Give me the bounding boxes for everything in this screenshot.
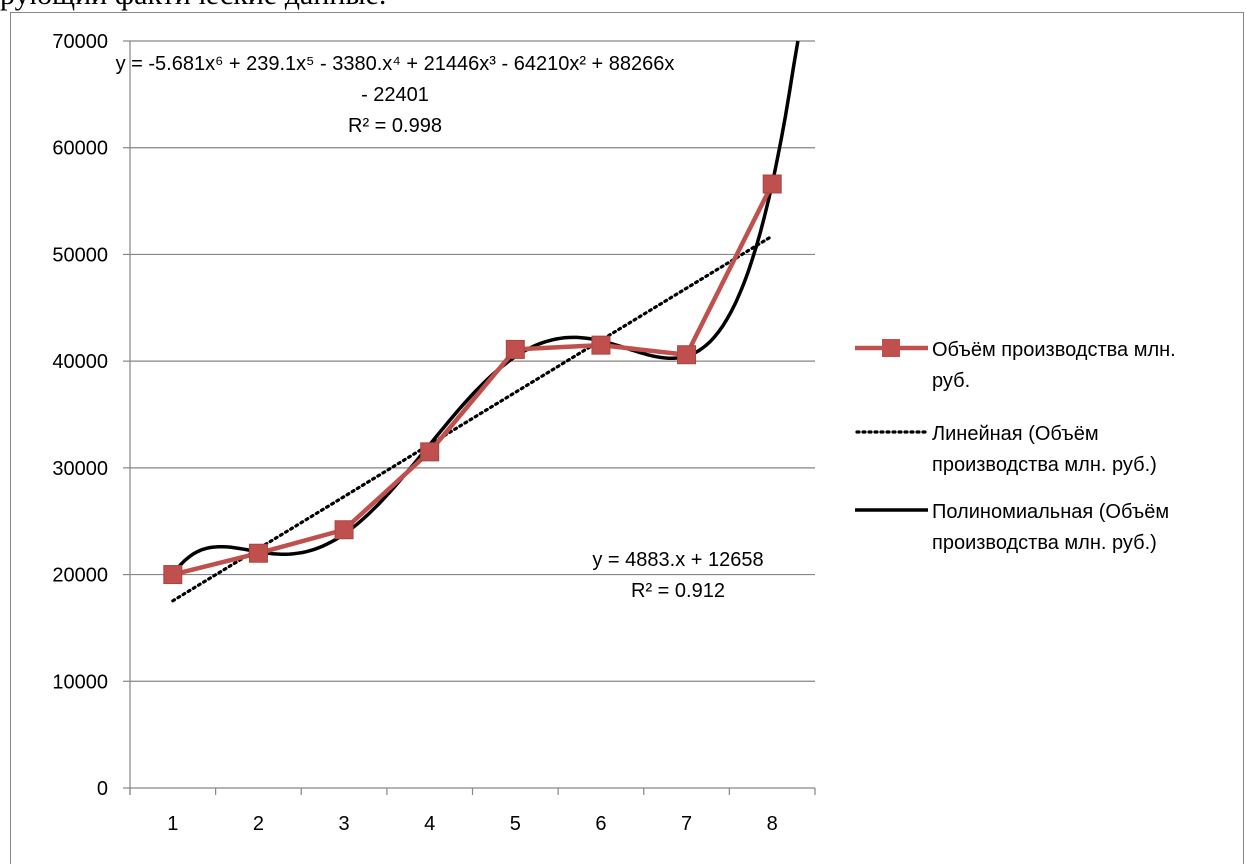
legend: Объём производства млн. руб. Линейная (Объ… [855, 339, 1176, 554]
legend-poly-label-2: производства млн. руб.) [932, 532, 1157, 554]
x-tick-label-6: 6 [595, 813, 606, 835]
series-line [172, 182, 775, 577]
x-tick-label-2: 2 [253, 813, 264, 835]
y-tick-label-20000: 20000 [52, 565, 108, 587]
x-tick-label-8: 8 [767, 813, 778, 835]
linear-r2: R² = 0.912 [631, 580, 725, 602]
legend-linear-label-1: Линейная (Объём [932, 423, 1099, 445]
data-point-6 [591, 335, 611, 355]
data-point-4 [420, 442, 440, 462]
poly-equation-line-2: - 22401 [361, 84, 429, 106]
poly-r2: R² = 0.998 [348, 115, 442, 137]
grid-layer [130, 40, 815, 682]
legend-linear-label-2: производства млн. руб.) [932, 454, 1157, 476]
linear-equation: y = 4883.x + 12658 [592, 549, 763, 571]
x-tick-label-1: 1 [167, 813, 178, 835]
x-tick-label-4: 4 [424, 813, 435, 835]
axis-layer: 0 10000 20000 30000 40000 50000 60000 70000 1 2 3 4… [52, 31, 816, 835]
chart-frame [10, 12, 1244, 864]
y-tick-label-60000: 60000 [52, 138, 108, 160]
series-layer [163, 40, 800, 603]
y-tick-label-50000: 50000 [52, 244, 108, 266]
data-point-2 [248, 543, 268, 563]
data-point-8 [762, 174, 782, 194]
legend-series-marker [882, 339, 900, 357]
y-tick-label-0: 0 [97, 778, 108, 800]
poly-equation-line-1: y = -5.681x⁶ + 239.1x⁵ - 3380.x⁴ + 21446… [116, 53, 675, 75]
y-tick-label-70000: 70000 [52, 31, 108, 53]
data-point-1 [163, 565, 183, 585]
x-tick-label-3: 3 [339, 813, 350, 835]
legend-series-label-1: Объём производства млн. [932, 339, 1176, 361]
x-tick-label-7: 7 [681, 813, 692, 835]
page-text-fragment: рующий фактические данные. [0, 0, 386, 12]
y-tick-label-40000: 40000 [52, 351, 108, 373]
y-tick-label-30000: 30000 [52, 458, 108, 480]
linear-trendline [171, 234, 774, 603]
y-tick-label-10000: 10000 [52, 671, 108, 693]
legend-series-label-2: руб. [932, 370, 970, 392]
data-point-5 [505, 339, 525, 359]
data-point-7 [677, 345, 697, 365]
label-layer: y = -5.681x⁶ + 239.1x⁵ - 3380.x⁴ + 21446… [116, 53, 764, 602]
data-point-3 [334, 520, 354, 540]
polynomial-trendline [171, 40, 800, 576]
x-tick-label-5: 5 [510, 813, 521, 835]
legend-poly-label-1: Полиномиальная (Объём [932, 501, 1169, 523]
